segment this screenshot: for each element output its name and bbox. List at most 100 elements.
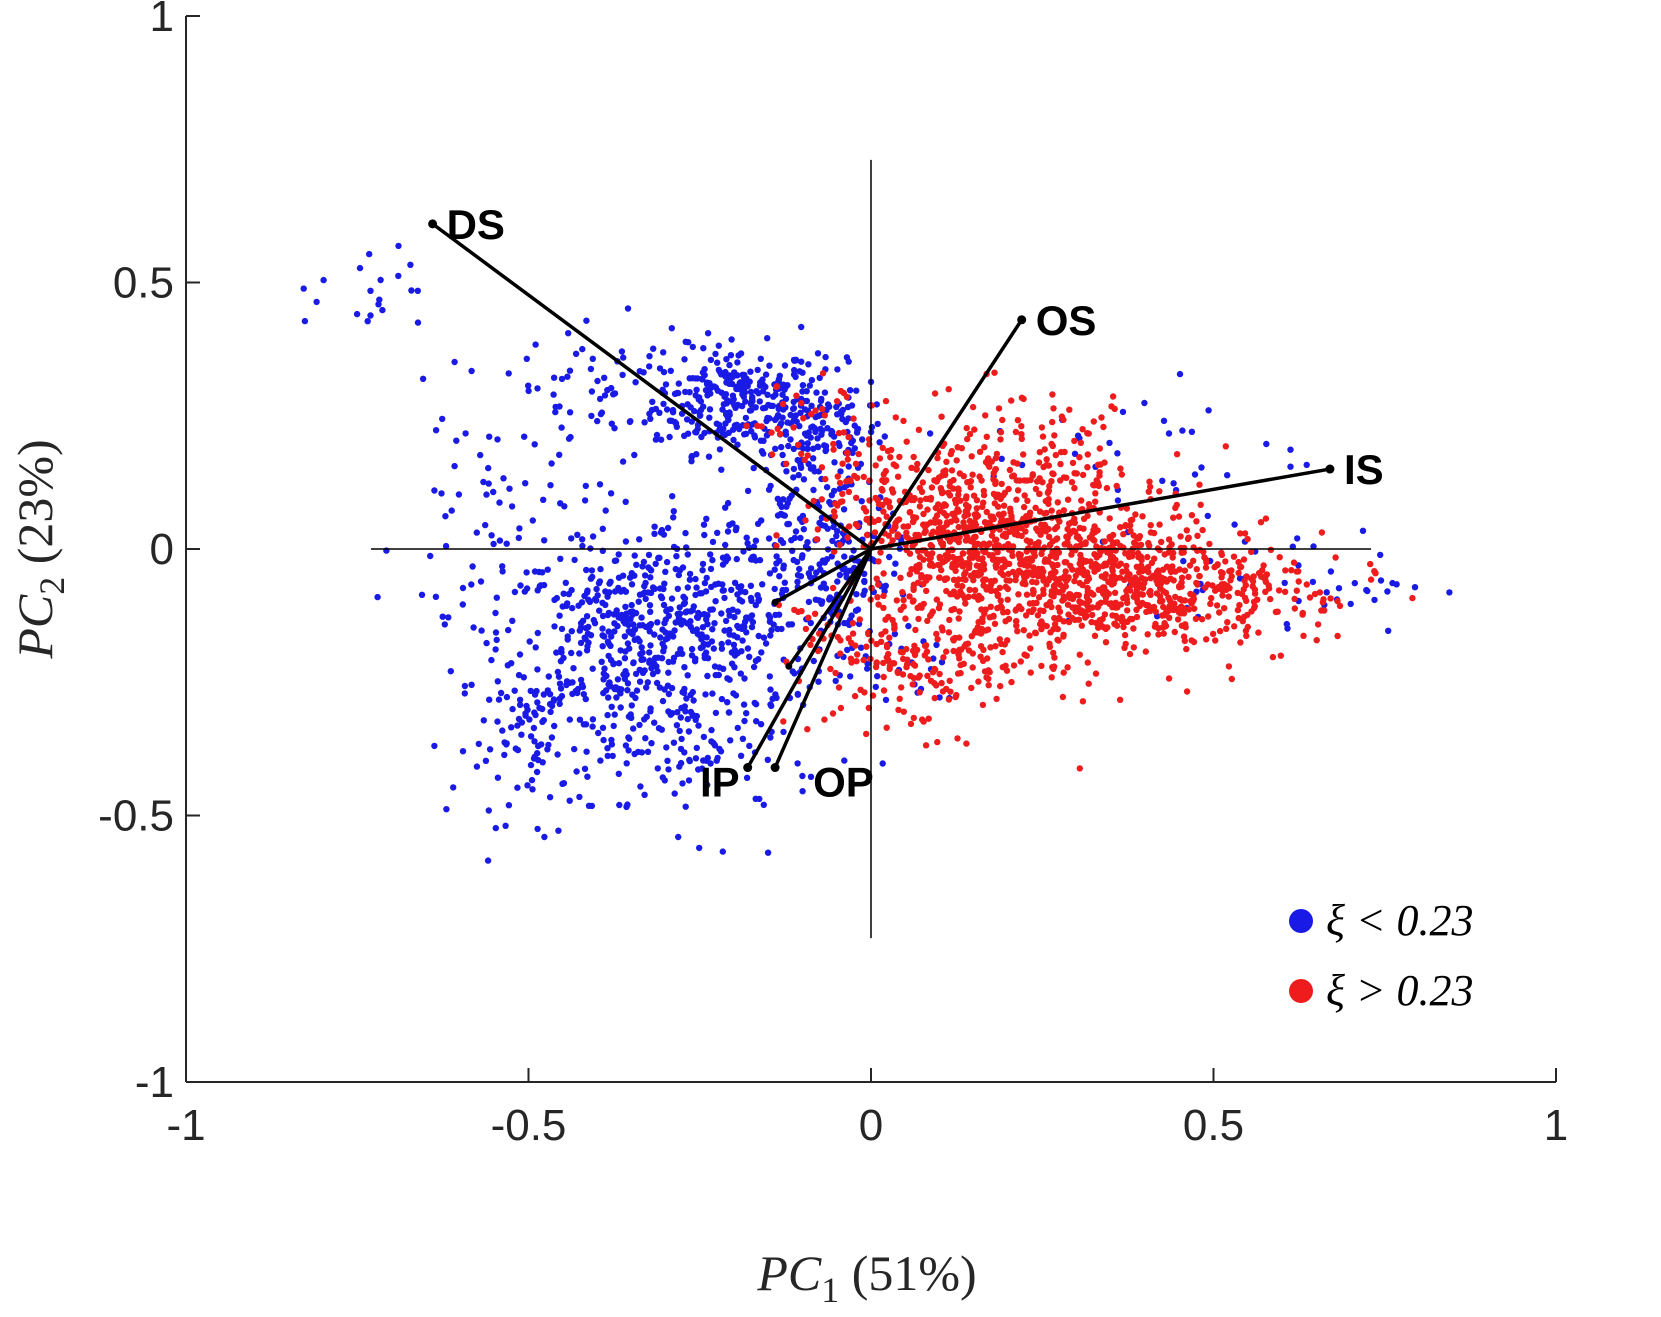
data-point [663,558,671,566]
data-point [515,534,522,542]
data-point [1010,472,1018,479]
data-point [1079,698,1087,705]
data-point [831,513,838,520]
legend-marker-low [1289,909,1313,933]
data-point [880,687,888,694]
data-point [545,673,552,680]
data-point [1208,594,1215,602]
vector-label-is: IS [1344,446,1384,493]
data-point [1203,636,1210,643]
data-point [1241,530,1249,537]
data-point [795,608,802,615]
data-point [707,606,714,613]
data-point [879,477,886,484]
data-point [978,564,986,571]
data-point [725,639,732,646]
data-point [1092,563,1099,570]
data-point [737,670,744,677]
data-point [734,591,741,598]
data-point [1030,606,1037,613]
data-point [626,418,634,426]
data-point [1102,639,1110,646]
data-point [1084,659,1092,666]
data-point [845,635,852,642]
data-point [636,536,643,543]
data-point [817,425,824,432]
data-point [1046,640,1053,647]
data-point [931,390,939,397]
data-point [1031,567,1038,575]
data-point [1146,478,1153,485]
data-point [773,532,780,539]
data-point [773,383,780,391]
data-point [958,445,965,452]
data-point [952,567,959,574]
data-point [566,409,574,416]
data-point [1160,417,1168,424]
data-point [836,485,843,493]
data-point [781,362,789,369]
data-point [587,365,595,373]
data-point [724,397,731,404]
data-point [1074,567,1081,574]
data-point [722,373,729,380]
data-point [1038,424,1046,431]
data-point [1260,562,1267,569]
data-point [677,759,685,767]
data-point [1237,530,1244,537]
data-point [1112,612,1120,620]
data-point [1144,553,1151,561]
data-point [1188,428,1196,435]
data-point [709,626,716,633]
data-point [929,608,936,615]
data-point [779,400,787,408]
data-point [837,468,844,475]
data-point [610,722,617,730]
data-point [921,523,929,531]
data-point [533,768,541,776]
data-point [1282,567,1289,574]
data-point [785,520,793,528]
data-point [1224,619,1231,626]
data-point [704,672,711,680]
data-point [1132,511,1139,518]
vector-label-op: OP [813,759,874,806]
data-point [681,664,688,671]
data-point [925,466,932,474]
data-point [1039,433,1047,440]
data-point [660,601,668,609]
data-point [438,490,445,497]
data-point [674,709,681,716]
data-point [1045,533,1053,540]
data-point [807,641,814,648]
data-point [598,409,606,416]
data-point [1235,614,1242,622]
data-point [540,717,547,724]
data-point [1159,566,1167,573]
data-point [1090,591,1097,598]
data-point [792,528,800,535]
data-point [640,558,648,566]
data-point [752,601,759,609]
data-point [601,374,608,381]
data-point [805,460,812,468]
data-point [910,597,917,604]
data-point [1054,499,1062,506]
data-point [1060,416,1067,423]
data-point [908,566,915,573]
data-point [909,518,917,526]
data-point [1002,618,1009,625]
data-point [556,695,563,702]
data-point [907,672,914,680]
data-point [1027,645,1034,652]
data-point [900,596,907,604]
data-point [1310,543,1317,550]
data-point [1001,563,1008,570]
vector-tip-op [770,763,780,773]
data-point [743,774,751,781]
data-point [1217,569,1225,576]
data-point [1309,578,1317,586]
data-point [469,563,476,570]
data-point [1045,558,1052,565]
data-point [642,595,649,603]
